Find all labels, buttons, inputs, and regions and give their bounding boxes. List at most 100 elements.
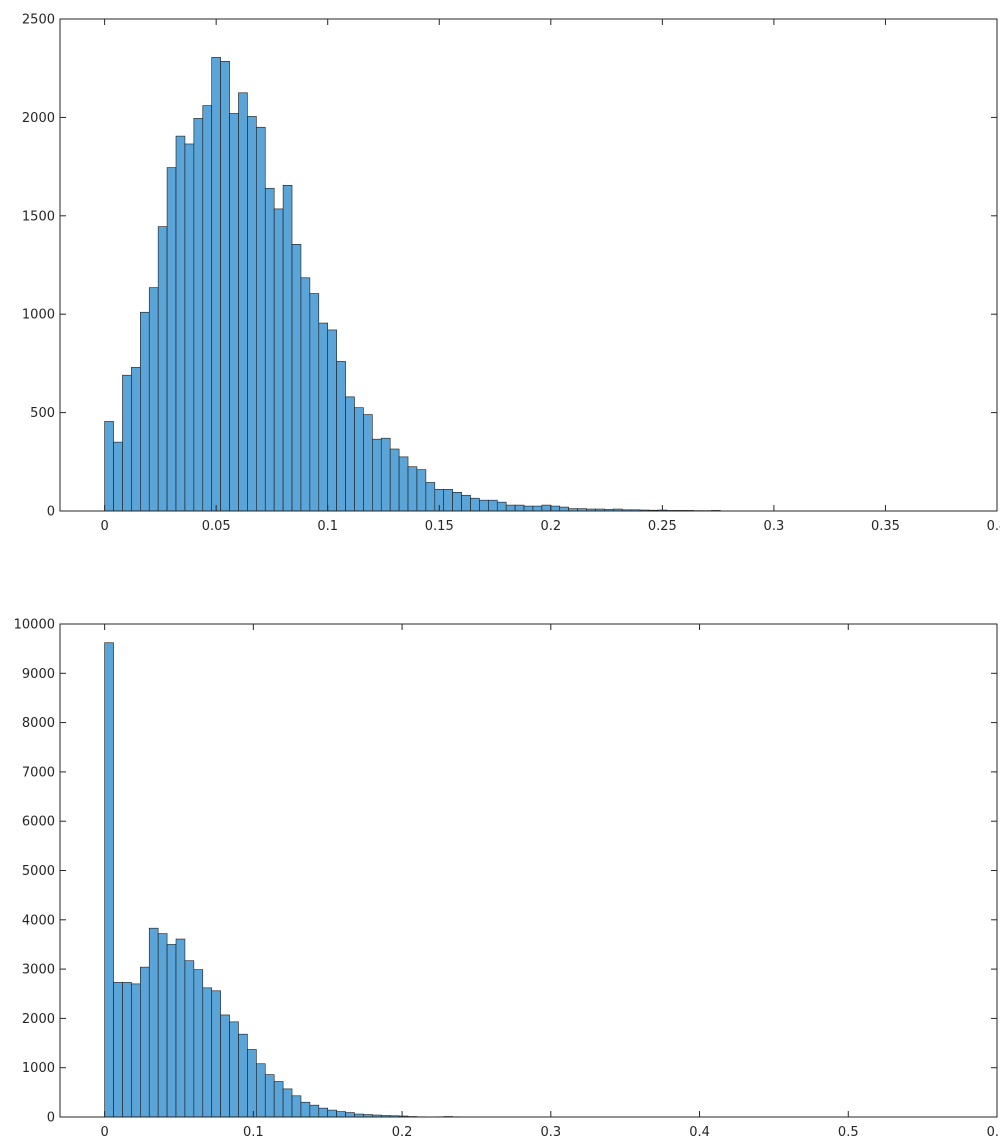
histogram-bar — [389, 448, 400, 512]
histogram-bar — [184, 960, 195, 1118]
histogram-bar — [336, 1111, 346, 1118]
histogram-bar — [318, 1107, 329, 1118]
histogram-bar — [193, 118, 204, 512]
y-tick-label: 7000 — [22, 765, 55, 780]
histogram-bar — [140, 966, 150, 1118]
histogram-bar — [273, 208, 284, 512]
x-tick-label: 0 — [100, 519, 108, 534]
histogram-bar — [300, 1101, 311, 1118]
y-tick-label: 500 — [30, 406, 55, 421]
x-tick-label: 0.4 — [987, 519, 1000, 534]
histogram-bar — [300, 277, 311, 512]
histogram-bar — [247, 116, 257, 512]
histogram-bar — [202, 105, 213, 512]
histogram-bar — [282, 1088, 293, 1118]
x-tick-label: 0.3 — [540, 1125, 561, 1138]
histogram-bar — [264, 187, 275, 512]
histogram-bar — [202, 987, 213, 1118]
x-tick-label: 0.35 — [871, 519, 900, 534]
histogram-panel-bottom: 0 0.1 0.2 0.3 0.4 0.5 0.6 0 1000 2000 3000 4000 5000… — [14, 618, 1000, 1138]
y-tick-label: 1000 — [22, 308, 55, 323]
histogram-bar — [282, 184, 293, 512]
histogram-bar — [318, 322, 329, 512]
histogram-bar — [140, 311, 150, 512]
y-tick-label: 3000 — [22, 963, 55, 978]
histogram-bar — [488, 499, 498, 512]
histogram-bar — [175, 938, 186, 1118]
histogram-bar — [211, 57, 221, 512]
histogram-bar — [148, 287, 159, 512]
histogram-bar — [514, 504, 525, 512]
histogram-bar — [264, 1074, 275, 1118]
histogram-bar — [175, 135, 186, 512]
histogram-bar — [309, 1104, 320, 1118]
histogram-bar — [104, 421, 114, 512]
histogram-bar — [345, 396, 355, 512]
histogram-bar — [220, 61, 230, 512]
histogram-bar — [122, 982, 132, 1118]
histogram-bar — [104, 642, 114, 1118]
histogram-bar — [184, 143, 195, 512]
histogram-bar — [372, 438, 382, 512]
histogram-bar — [247, 1049, 257, 1118]
histogram-bar — [229, 1021, 239, 1118]
histogram-bar — [291, 244, 302, 512]
histogram-bar — [113, 441, 123, 512]
x-tick-label: 0.2 — [540, 519, 561, 534]
histogram-bar — [470, 497, 480, 512]
histogram-bar — [380, 437, 391, 512]
x-tick-label: 0.3 — [764, 519, 785, 534]
y-tick-label: 0 — [47, 1111, 55, 1126]
histogram-bar — [532, 505, 543, 512]
histogram-bar — [157, 933, 168, 1118]
y-tick-label: 1000 — [22, 1061, 55, 1076]
histogram-bar — [541, 504, 552, 512]
histogram-panel-top: 0 0.05 0.1 0.15 0.2 0.25 0.3 0.35 0.4 0 500 1000 150… — [22, 13, 1000, 535]
histogram-bar — [425, 482, 436, 512]
histogram-bar — [238, 1033, 248, 1118]
x-tick-label: 0.5 — [838, 1125, 859, 1138]
y-tick-label: 0 — [47, 505, 55, 520]
histogram-bar — [113, 982, 123, 1118]
histogram-bar — [523, 505, 534, 512]
histogram-bar — [363, 414, 373, 512]
y-tick-label: 10000 — [14, 618, 55, 633]
x-tick-label: 0.4 — [689, 1125, 710, 1138]
histogram-bar — [166, 167, 177, 512]
histogram-bar — [229, 113, 239, 512]
y-tick-label: 6000 — [22, 815, 55, 830]
histogram-bar — [220, 1014, 230, 1118]
histogram-bar — [416, 469, 427, 512]
x-tick-label: 0 — [100, 1125, 108, 1138]
histogram-bar — [166, 944, 177, 1118]
histogram-bar — [345, 1112, 355, 1118]
histogram-bar — [273, 1081, 284, 1118]
y-tick-label: 2000 — [22, 1012, 55, 1027]
histogram-bar — [131, 983, 141, 1118]
histogram-bar — [336, 361, 346, 512]
histogram-bar — [461, 494, 471, 512]
x-tick-label: 0.1 — [243, 1125, 264, 1138]
histogram-bar — [309, 293, 320, 512]
histogram-bar — [496, 501, 507, 512]
y-tick-label: 8000 — [22, 716, 55, 731]
x-tick-label: 0.25 — [648, 519, 677, 534]
x-tick-label: 0.15 — [425, 519, 454, 534]
x-tick-label: 0.1 — [317, 519, 338, 534]
y-tick-label: 5000 — [22, 864, 55, 879]
histogram-bar — [238, 92, 248, 512]
histogram-bar — [148, 927, 159, 1118]
histogram-bar — [122, 374, 132, 512]
histogram-bar — [559, 506, 569, 512]
histogram-bar — [407, 466, 418, 512]
histogram-bar — [398, 456, 409, 512]
y-tick-label: 9000 — [22, 667, 55, 682]
histogram-bar — [211, 990, 221, 1118]
x-tick-label: 0.2 — [392, 1125, 413, 1138]
histogram-bar — [479, 499, 489, 512]
histogram-bar — [291, 1095, 302, 1118]
histogram-bar — [327, 1109, 337, 1118]
histogram-bar — [354, 407, 364, 512]
x-tick-label: 0.6 — [987, 1125, 1000, 1138]
y-tick-label: 1500 — [22, 209, 55, 224]
